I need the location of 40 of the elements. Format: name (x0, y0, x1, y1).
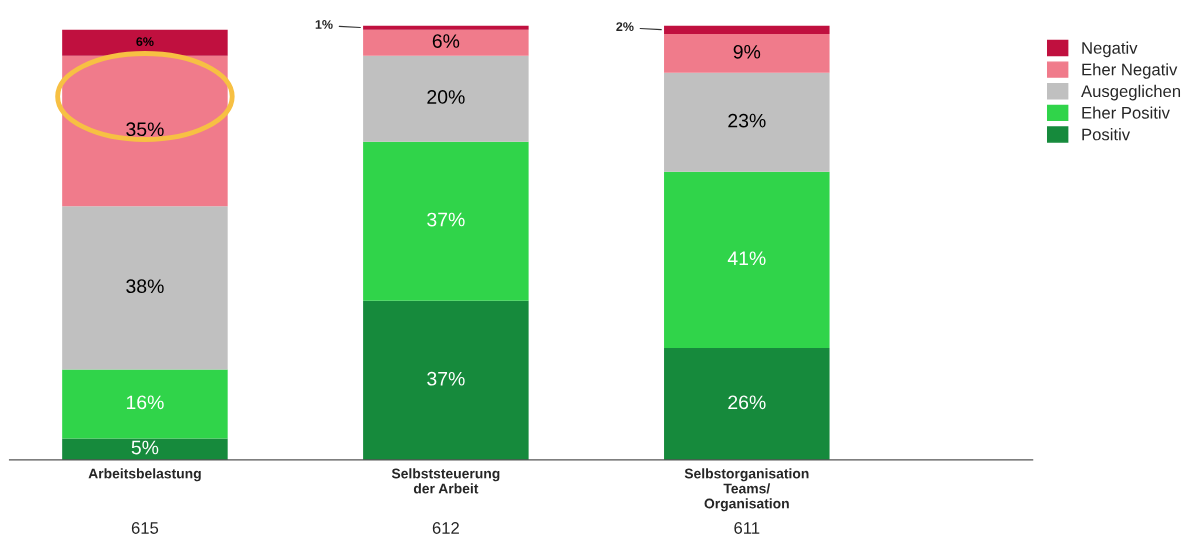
x-tick-label: Arbeitsbelastung (88, 468, 201, 482)
text: 611 (734, 522, 760, 534)
data-label: 6% (432, 34, 460, 48)
data-label: 5% (131, 440, 159, 455)
legend-label: Negativ (1082, 41, 1138, 58)
legend-label: Eher Positiv (1082, 106, 1170, 119)
bar (62, 206, 228, 370)
data-label: 23% (728, 113, 766, 128)
bar (363, 55, 529, 142)
x-tick-label: Selbststeuerung der Arbeit (391, 468, 500, 494)
bar (62, 29, 228, 56)
legend-label: Positiv (1082, 128, 1131, 141)
data-label: 2% (616, 22, 634, 31)
data-label: 9% (733, 44, 761, 59)
bar (664, 34, 830, 73)
bar (664, 171, 830, 349)
data-label: 35% (126, 122, 164, 137)
bar (363, 25, 529, 30)
legend-label: Eher Negativ (1082, 63, 1178, 79)
data-label: 38% (126, 279, 164, 294)
bar (363, 141, 529, 301)
data-label: 26% (728, 395, 766, 410)
bar (664, 348, 830, 460)
x-tick-label: Selbstorganisation Teams/ Organisation (684, 468, 809, 512)
bar (62, 369, 228, 439)
bar (363, 29, 529, 56)
data-label: 37% (427, 371, 465, 386)
data-label: 6% (136, 37, 154, 47)
data-label: 37% (427, 212, 465, 227)
data-label: 20% (427, 90, 465, 104)
data-label: 16% (126, 395, 164, 410)
bar (363, 300, 529, 460)
data-label: 1% (315, 20, 333, 29)
text: 612 (432, 522, 459, 534)
legend-label: Ausgeglichen (1081, 84, 1181, 101)
bar (62, 438, 228, 460)
data-label: 41% (727, 251, 766, 266)
bar (664, 25, 830, 35)
bar (664, 72, 830, 172)
text: 615 (131, 522, 159, 534)
